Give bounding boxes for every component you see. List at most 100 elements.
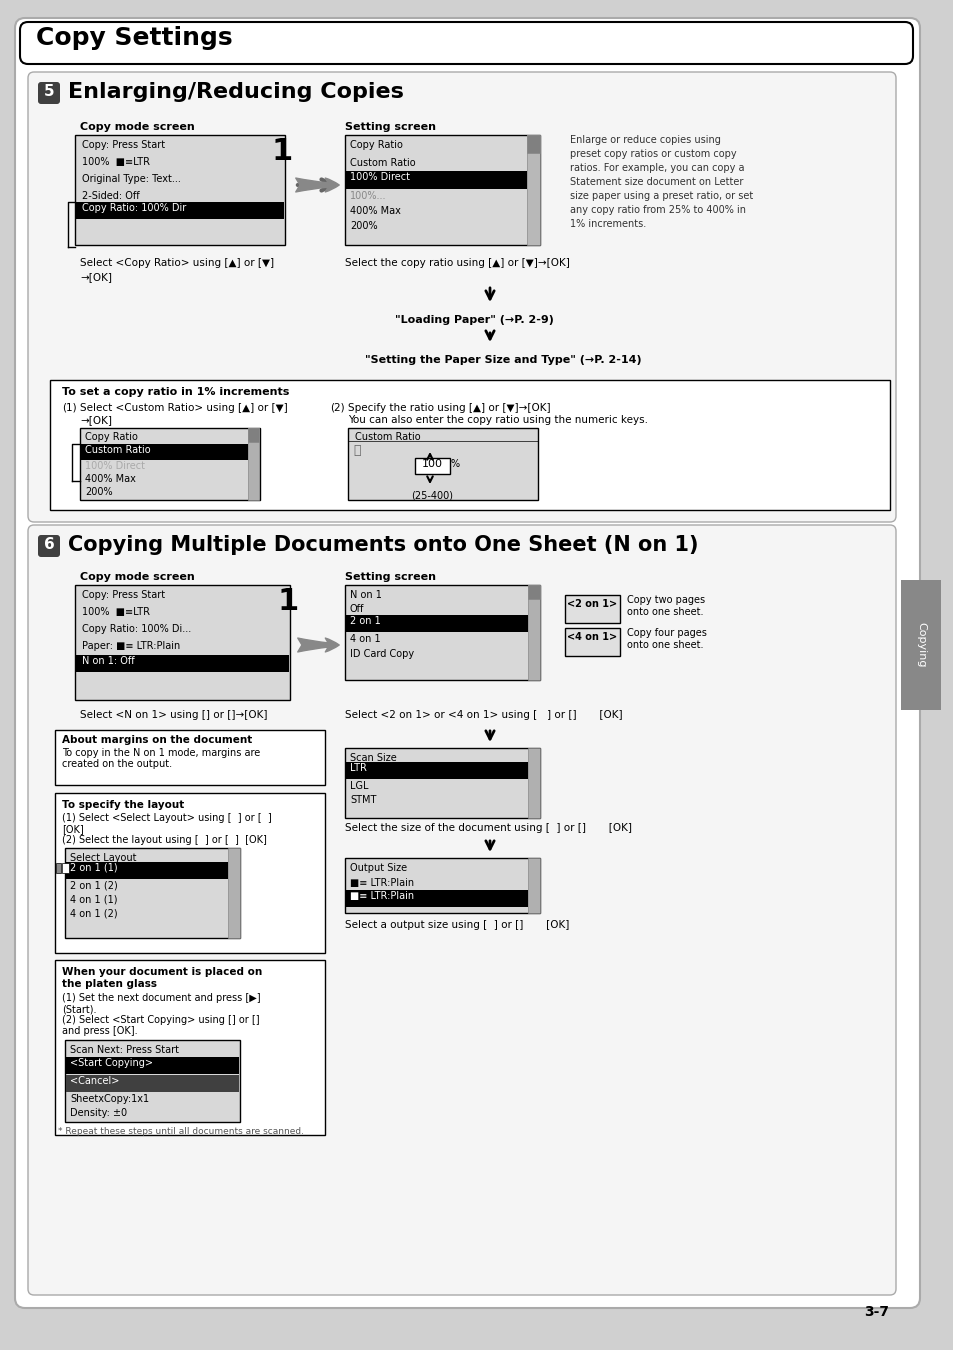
Text: Copy: Press Start: Copy: Press Start	[82, 590, 165, 599]
FancyBboxPatch shape	[38, 535, 60, 558]
Bar	[346, 616, 527, 632]
Bar	[62, 863, 69, 873]
Bar	[345, 748, 539, 818]
Bar	[564, 595, 619, 622]
Text: Scan Size: Scan Size	[350, 753, 396, 763]
Text: Copying Multiple Documents onto One Sheet (N on 1): Copying Multiple Documents onto One Shee…	[68, 535, 698, 555]
Text: N on 1: Off: N on 1: Off	[82, 656, 134, 666]
Text: SheetxCopy:1x1: SheetxCopy:1x1	[70, 1094, 149, 1104]
Bar	[55, 960, 325, 1135]
Text: When your document is placed on: When your document is placed on	[62, 967, 262, 977]
Text: <4 on 1>: <4 on 1>	[566, 632, 617, 643]
Text: Custom Ratio: Custom Ratio	[355, 432, 420, 441]
Text: Output Size: Output Size	[350, 863, 407, 873]
Text: 100%  ■≡LTR: 100% ■≡LTR	[82, 157, 150, 167]
Text: Copy Ratio: 100% Dir: Copy Ratio: 100% Dir	[82, 202, 186, 213]
Bar	[526, 135, 539, 244]
Text: <Start Copying>: <Start Copying>	[70, 1058, 152, 1068]
Text: 100%  ■≡LTR: 100% ■≡LTR	[82, 608, 150, 617]
Text: To copy in the N on 1 mode, margins are: To copy in the N on 1 mode, margins are	[62, 748, 260, 757]
Text: Density: ±0: Density: ±0	[70, 1108, 127, 1118]
Text: (1) Select <Select Layout> using [  ] or [  ]: (1) Select <Select Layout> using [ ] or …	[62, 813, 272, 823]
Text: To set a copy ratio in 1% increments: To set a copy ratio in 1% increments	[62, 387, 289, 397]
FancyBboxPatch shape	[38, 82, 60, 104]
Text: ■≡ LTR:Plain: ■≡ LTR:Plain	[350, 878, 414, 888]
Bar	[248, 428, 258, 441]
Text: onto one sheet.: onto one sheet.	[626, 608, 702, 617]
Text: LTR: LTR	[350, 763, 367, 774]
Text: <Cancel>: <Cancel>	[70, 1076, 119, 1085]
Text: →[OK]: →[OK]	[80, 414, 112, 425]
FancyBboxPatch shape	[28, 525, 895, 1295]
Bar	[228, 848, 240, 938]
Bar	[526, 135, 539, 153]
Text: * Repeat these steps until all documents are scanned.: * Repeat these steps until all documents…	[58, 1127, 304, 1135]
Text: 2 on 1 (2): 2 on 1 (2)	[70, 882, 117, 891]
Text: 400% Max: 400% Max	[85, 474, 135, 485]
Text: Select <N on 1> using [] or []→[OK]: Select <N on 1> using [] or []→[OK]	[80, 710, 267, 720]
Text: N on 1: N on 1	[350, 590, 381, 599]
Text: Custom Ratio: Custom Ratio	[85, 446, 151, 455]
Text: <2 on 1>: <2 on 1>	[566, 599, 617, 609]
Bar	[345, 859, 539, 913]
Text: Enlarging/Reducing Copies: Enlarging/Reducing Copies	[68, 82, 403, 103]
Text: Copying: Copying	[915, 622, 925, 668]
Text: Copy mode screen: Copy mode screen	[80, 572, 194, 582]
Text: 6: 6	[44, 537, 54, 552]
Bar	[65, 1040, 240, 1122]
Bar	[55, 730, 325, 784]
Text: Select <Custom Ratio> using [▲] or [▼]: Select <Custom Ratio> using [▲] or [▼]	[80, 404, 288, 413]
Text: Copy Ratio: Copy Ratio	[85, 432, 138, 441]
Text: 2 on 1 (1): 2 on 1 (1)	[70, 863, 117, 873]
Text: Copy mode screen: Copy mode screen	[80, 122, 194, 132]
Text: Custom Ratio: Custom Ratio	[350, 158, 416, 167]
Text: Specify the ratio using [▲] or [▼]→[OK]: Specify the ratio using [▲] or [▼]→[OK]	[348, 404, 550, 413]
Bar	[66, 863, 228, 879]
Text: 100% Direct: 100% Direct	[350, 171, 410, 182]
Text: (2) Select the layout using [  ] or [  ]  [OK]: (2) Select the layout using [ ] or [ ] […	[62, 836, 267, 845]
Text: Scan Next: Press Start: Scan Next: Press Start	[70, 1045, 179, 1054]
Text: 2 on 1: 2 on 1	[350, 616, 380, 626]
Text: Paper: ■≡ LTR:Plain: Paper: ■≡ LTR:Plain	[82, 641, 180, 651]
Text: "Loading Paper" (→P. 2-9): "Loading Paper" (→P. 2-9)	[395, 315, 554, 325]
Bar	[527, 859, 539, 913]
Text: Select Layout: Select Layout	[70, 853, 136, 863]
Bar	[346, 890, 527, 907]
Text: (2) Select <Start Copying> using [] or []: (2) Select <Start Copying> using [] or […	[62, 1015, 259, 1025]
Text: Copy: Press Start: Copy: Press Start	[82, 140, 165, 150]
Bar	[55, 792, 325, 953]
Bar	[50, 379, 889, 510]
Text: Original Type: Text...: Original Type: Text...	[82, 174, 181, 184]
Text: 100% Direct: 100% Direct	[85, 460, 145, 471]
Bar	[348, 428, 537, 500]
Text: Select the copy ratio using [▲] or [▼]→[OK]: Select the copy ratio using [▲] or [▼]→[…	[345, 258, 569, 269]
Bar	[76, 202, 284, 219]
Text: Copy Ratio: 100% Di...: Copy Ratio: 100% Di...	[82, 624, 191, 634]
Text: 4 on 1: 4 on 1	[350, 634, 380, 644]
Text: Select <Copy Ratio> using [▲] or [▼]: Select <Copy Ratio> using [▲] or [▼]	[80, 258, 274, 269]
Text: the platen glass: the platen glass	[62, 979, 157, 990]
Text: 100%...: 100%...	[350, 190, 386, 201]
Text: 200%: 200%	[350, 221, 377, 231]
Text: Select <2 on 1> or <4 on 1> using [   ] or []       [OK]: Select <2 on 1> or <4 on 1> using [ ] or…	[345, 710, 622, 720]
Text: Off: Off	[350, 603, 364, 614]
Text: LGL: LGL	[350, 782, 368, 791]
Text: (1) Set the next document and press [▶]: (1) Set the next document and press [▶]	[62, 994, 260, 1003]
Text: (1): (1)	[62, 404, 76, 413]
Text: 4 on 1 (1): 4 on 1 (1)	[70, 895, 117, 905]
Text: 100: 100	[421, 459, 442, 468]
Text: Setting screen: Setting screen	[345, 122, 436, 132]
Bar	[81, 444, 248, 460]
Bar	[345, 135, 539, 244]
Text: onto one sheet.: onto one sheet.	[626, 640, 702, 649]
Text: STMT: STMT	[350, 795, 376, 805]
Text: 2-Sided: Off: 2-Sided: Off	[82, 190, 139, 201]
Bar	[56, 863, 61, 873]
Bar	[66, 1057, 239, 1075]
Text: About margins on the document: About margins on the document	[62, 734, 252, 745]
Text: 1: 1	[277, 587, 299, 616]
Text: Select a output size using [  ] or []       [OK]: Select a output size using [ ] or [] [OK…	[345, 919, 569, 930]
Bar	[527, 748, 539, 818]
Bar	[564, 628, 619, 656]
FancyBboxPatch shape	[20, 22, 912, 63]
